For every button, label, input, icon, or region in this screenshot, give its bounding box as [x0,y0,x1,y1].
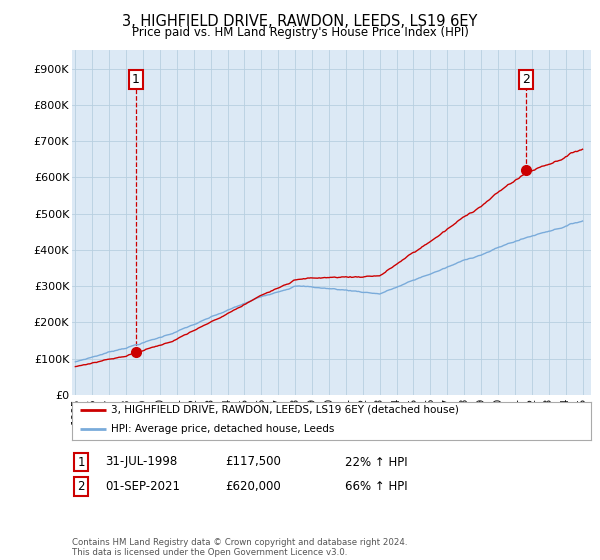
Text: 22% ↑ HPI: 22% ↑ HPI [345,455,407,469]
Text: £620,000: £620,000 [225,479,281,493]
Text: 31-JUL-1998: 31-JUL-1998 [105,455,177,469]
Text: 1: 1 [77,455,85,469]
Text: Price paid vs. HM Land Registry's House Price Index (HPI): Price paid vs. HM Land Registry's House … [131,26,469,39]
Text: 1: 1 [132,73,140,86]
Text: 3, HIGHFIELD DRIVE, RAWDON, LEEDS, LS19 6EY: 3, HIGHFIELD DRIVE, RAWDON, LEEDS, LS19 … [122,14,478,29]
Text: 2: 2 [77,479,85,493]
Text: 66% ↑ HPI: 66% ↑ HPI [345,479,407,493]
Text: 01-SEP-2021: 01-SEP-2021 [105,479,180,493]
Text: HPI: Average price, detached house, Leeds: HPI: Average price, detached house, Leed… [111,424,334,434]
Text: Contains HM Land Registry data © Crown copyright and database right 2024.
This d: Contains HM Land Registry data © Crown c… [72,538,407,557]
Text: 3, HIGHFIELD DRIVE, RAWDON, LEEDS, LS19 6EY (detached house): 3, HIGHFIELD DRIVE, RAWDON, LEEDS, LS19 … [111,405,459,415]
Text: 2: 2 [523,73,530,86]
Text: £117,500: £117,500 [225,455,281,469]
